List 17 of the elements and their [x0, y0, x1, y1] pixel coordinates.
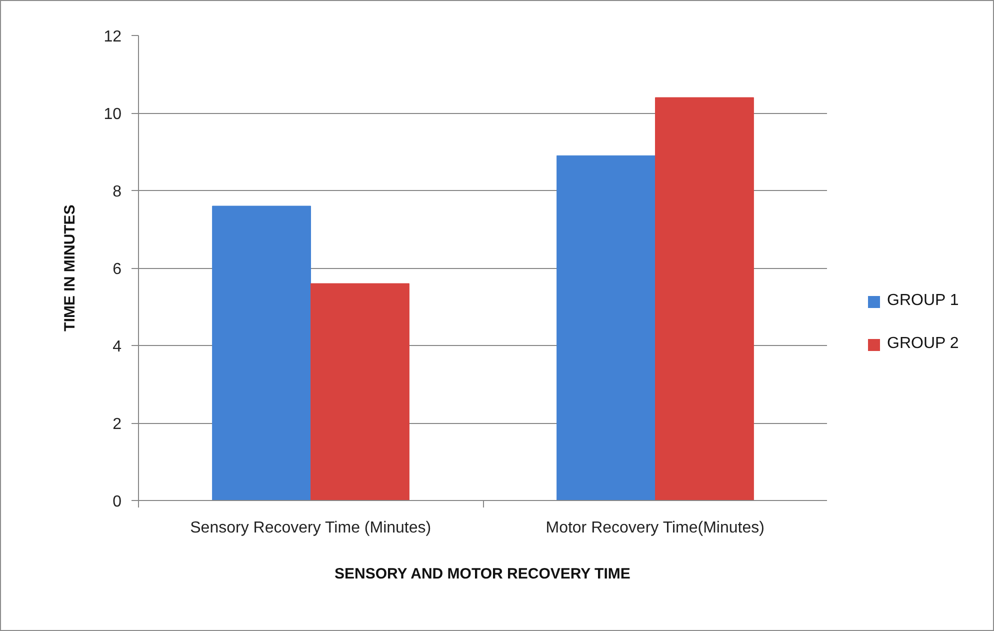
y-tick-label: 4	[112, 338, 122, 356]
y-tick-label: 0	[112, 494, 122, 510]
bar	[556, 155, 656, 500]
bar	[310, 283, 410, 500]
bar	[212, 206, 311, 500]
y-tick-label: 10	[104, 106, 122, 123]
x-tick-label: Sensory Recovery Time (Minutes)	[190, 520, 432, 536]
x-tick-label: Motor Recovery Time(Minutes)	[546, 520, 764, 536]
legend-label: GROUP 1	[887, 292, 959, 310]
y-tick-label: 8	[112, 184, 122, 200]
y-tick-label: 2	[112, 416, 122, 433]
x-axis-title: SENSORY AND MOTOR RECOVERY TIME	[334, 566, 630, 582]
y-tick-label: 6	[112, 261, 122, 278]
y-axis-title: TIME IN MINUTES	[62, 204, 79, 332]
y-tick-label: 12	[104, 28, 122, 46]
bar	[655, 97, 754, 500]
legend-label: GROUP 2	[887, 335, 959, 353]
